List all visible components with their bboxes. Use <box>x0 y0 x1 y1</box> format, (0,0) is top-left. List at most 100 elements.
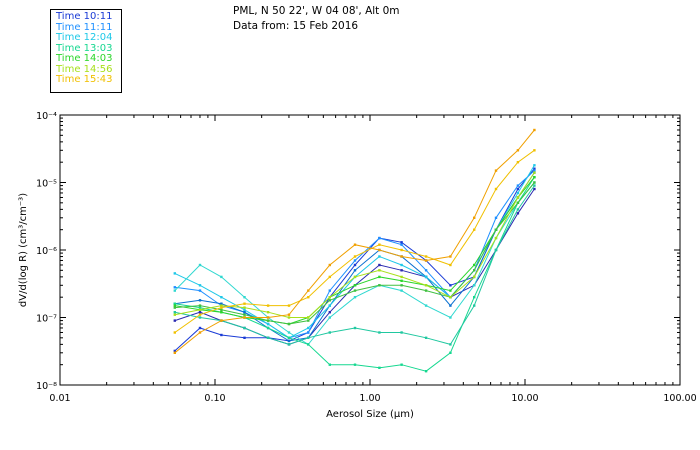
series-line-6 <box>174 176 535 372</box>
data-point <box>424 370 428 373</box>
data-point <box>473 263 476 267</box>
data-point <box>378 284 381 287</box>
data-point <box>400 363 403 366</box>
data-point <box>328 275 331 279</box>
data-point <box>243 336 246 339</box>
data-point <box>173 286 176 289</box>
data-point <box>473 269 476 272</box>
data-point <box>266 322 270 326</box>
data-point <box>533 169 536 172</box>
data-point <box>494 216 498 219</box>
data-point <box>173 272 176 275</box>
data-point <box>449 351 452 354</box>
data-point <box>353 275 357 279</box>
data-point <box>328 289 331 292</box>
data-point <box>220 308 223 311</box>
data-point <box>400 284 403 287</box>
x-tick-label: 0.01 <box>49 393 70 404</box>
data-point <box>494 169 498 172</box>
data-point <box>220 311 223 314</box>
data-point <box>173 311 176 314</box>
data-point <box>198 311 202 314</box>
data-point <box>287 304 291 307</box>
data-point <box>449 263 452 267</box>
data-point <box>220 306 223 309</box>
data-point <box>516 201 520 204</box>
data-point <box>198 299 202 302</box>
data-point <box>198 289 202 292</box>
x-tick-label: 0.10 <box>204 393 225 404</box>
x-axis-label: Aerosol Size (µm) <box>326 409 414 420</box>
data-point <box>198 308 202 311</box>
data-point <box>328 263 331 267</box>
data-point <box>287 316 291 319</box>
data-point <box>533 149 536 152</box>
data-point <box>307 331 310 334</box>
data-point <box>243 326 246 330</box>
data-point <box>424 255 428 258</box>
y-tick-label: 10⁻⁵ <box>36 179 57 190</box>
data-point <box>424 269 428 272</box>
x-tick-label: 1.00 <box>359 393 380 404</box>
data-point <box>173 319 176 322</box>
data-point <box>378 275 381 279</box>
y-tick-label: 10⁻⁴ <box>36 111 57 122</box>
data-point <box>266 319 270 322</box>
data-point <box>266 336 270 339</box>
data-point <box>243 311 246 314</box>
data-point <box>287 339 291 343</box>
data-point <box>400 275 403 279</box>
data-point <box>328 363 331 366</box>
x-tick-label: 10.00 <box>511 393 538 404</box>
data-point <box>400 263 403 267</box>
data-point <box>243 313 246 316</box>
data-point <box>198 331 202 334</box>
data-point <box>516 187 520 191</box>
data-point <box>243 308 246 311</box>
data-point <box>400 289 403 292</box>
data-point <box>449 316 452 319</box>
legend-entry: Time 13:03 <box>56 42 113 54</box>
data-point <box>173 349 176 353</box>
data-point <box>449 289 452 292</box>
data-point <box>353 289 357 292</box>
data-point <box>328 304 331 307</box>
data-point <box>307 336 310 339</box>
data-point <box>220 296 223 299</box>
data-point <box>424 275 428 279</box>
data-point <box>353 296 357 299</box>
data-point <box>378 236 381 240</box>
data-point <box>533 187 536 191</box>
data-point <box>173 302 176 305</box>
data-point <box>287 343 291 346</box>
data-point <box>328 311 331 314</box>
series-line-8 <box>174 176 535 325</box>
data-point <box>378 331 381 334</box>
data-point <box>198 306 202 309</box>
data-point <box>307 319 310 322</box>
data-point <box>287 331 291 334</box>
data-point <box>307 289 310 292</box>
data-point <box>494 187 498 191</box>
data-point <box>400 279 403 282</box>
location-header: PML, N 50 22', W 04 08', Alt 0m <box>233 5 400 17</box>
data-point <box>198 284 202 287</box>
data-point <box>220 319 223 322</box>
y-tick-label: 10⁻⁶ <box>36 246 57 257</box>
data-point <box>243 302 246 305</box>
data-point <box>400 269 403 272</box>
data-point <box>516 149 520 152</box>
plot-frame <box>59 114 681 386</box>
data-point <box>473 284 476 287</box>
data-point <box>533 167 536 170</box>
data-point <box>287 313 291 316</box>
data-point <box>516 196 520 199</box>
data-point <box>400 243 403 246</box>
data-point <box>516 212 520 215</box>
x-tick-label: 100.00 <box>663 393 696 404</box>
data-point <box>449 296 452 299</box>
data-point <box>353 326 357 330</box>
data-point <box>220 304 223 307</box>
data-point <box>473 228 476 231</box>
